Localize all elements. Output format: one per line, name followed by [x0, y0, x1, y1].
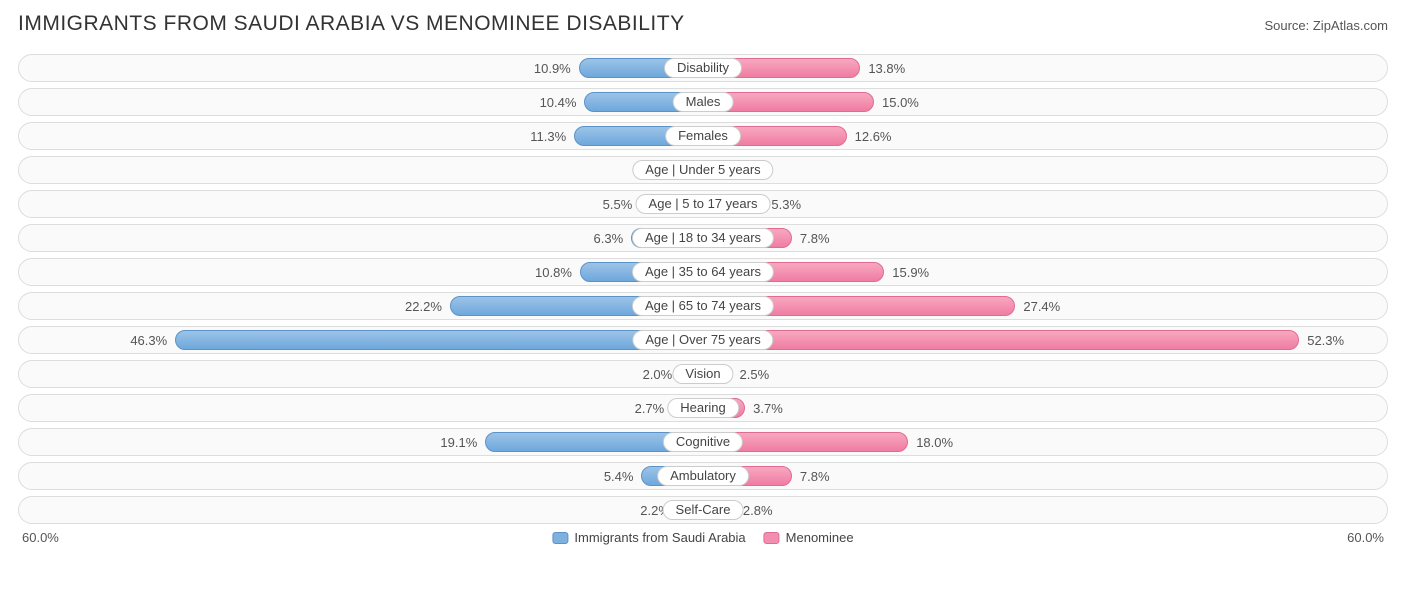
- chart-row: 2.7% 3.7% Hearing: [18, 394, 1388, 422]
- legend: Immigrants from Saudi Arabia Menominee: [552, 530, 853, 545]
- chart-row: 22.2% 27.4% Age | 65 to 74 years: [18, 292, 1388, 320]
- value-label-right: 7.8%: [800, 225, 830, 253]
- axis-legend-row: 60.0% Immigrants from Saudi Arabia Menom…: [18, 530, 1388, 554]
- legend-label-left: Immigrants from Saudi Arabia: [574, 530, 745, 545]
- value-label-left: 10.8%: [535, 259, 572, 287]
- value-label-right: 18.0%: [916, 429, 953, 457]
- chart-row: 19.1% 18.0% Cognitive: [18, 428, 1388, 456]
- value-label-right: 15.0%: [882, 89, 919, 117]
- axis-max-left: 60.0%: [22, 530, 59, 545]
- category-label: Age | 35 to 64 years: [632, 262, 774, 282]
- value-label-left: 2.7%: [635, 395, 665, 423]
- value-label-right: 7.8%: [800, 463, 830, 491]
- value-label-right: 27.4%: [1023, 293, 1060, 321]
- axis-max-right: 60.0%: [1347, 530, 1384, 545]
- value-label-right: 2.5%: [740, 361, 770, 389]
- value-label-left: 46.3%: [130, 327, 167, 355]
- value-label-right: 3.7%: [753, 395, 783, 423]
- diverging-bar-chart: 10.9% 13.8% Disability 10.4% 15.0% Males 11.3%…: [18, 54, 1388, 524]
- value-label-left: 6.3%: [594, 225, 624, 253]
- value-label-left: 5.5%: [603, 191, 633, 219]
- bar-right: [703, 330, 1299, 350]
- category-label: Males: [673, 92, 734, 112]
- value-label-right: 2.8%: [743, 497, 773, 525]
- chart-row: 10.8% 15.9% Age | 35 to 64 years: [18, 258, 1388, 286]
- chart-row: 10.4% 15.0% Males: [18, 88, 1388, 116]
- chart-row: 5.5% 5.3%Age | 5 to 17 years: [18, 190, 1388, 218]
- value-label-right: 5.3%: [771, 191, 801, 219]
- value-label-right: 13.8%: [868, 55, 905, 83]
- legend-label-right: Menominee: [786, 530, 854, 545]
- value-label-left: 5.4%: [604, 463, 634, 491]
- chart-row: 2.0% 2.5% Vision: [18, 360, 1388, 388]
- category-label: Females: [665, 126, 741, 146]
- category-label: Hearing: [667, 398, 739, 418]
- chart-row: 5.4% 7.8% Ambulatory: [18, 462, 1388, 490]
- value-label-left: 11.3%: [530, 123, 566, 151]
- bar-left: [175, 330, 703, 350]
- legend-swatch-left: [552, 532, 568, 544]
- chart-row: 1.2%2.3%Age | Under 5 years: [18, 156, 1388, 184]
- category-label: Vision: [672, 364, 733, 384]
- category-label: Self-Care: [663, 500, 744, 520]
- category-label: Age | Over 75 years: [632, 330, 773, 350]
- category-label: Age | Under 5 years: [632, 160, 773, 180]
- category-label: Disability: [664, 58, 742, 78]
- chart-row: 46.3% 52.3% Age | Over 75 years: [18, 326, 1388, 354]
- legend-swatch-right: [764, 532, 780, 544]
- category-label: Age | 65 to 74 years: [632, 296, 774, 316]
- chart-title: IMMIGRANTS FROM SAUDI ARABIA VS MENOMINE…: [18, 12, 685, 36]
- value-label-right: 52.3%: [1307, 327, 1344, 355]
- value-label-left: 19.1%: [440, 429, 477, 457]
- chart-row: 11.3% 12.6% Females: [18, 122, 1388, 150]
- chart-row: 10.9% 13.8% Disability: [18, 54, 1388, 82]
- value-label-right: 15.9%: [892, 259, 929, 287]
- chart-row: 2.2%2.8%Self-Care: [18, 496, 1388, 524]
- category-label: Ambulatory: [657, 466, 749, 486]
- value-label-left: 2.0%: [643, 361, 673, 389]
- value-label-left: 10.9%: [534, 55, 571, 83]
- category-label: Cognitive: [663, 432, 743, 452]
- value-label-right: 12.6%: [855, 123, 892, 151]
- value-label-left: 22.2%: [405, 293, 442, 321]
- category-label: Age | 5 to 17 years: [636, 194, 771, 214]
- category-label: Age | 18 to 34 years: [632, 228, 774, 248]
- chart-row: 6.3% 7.8% Age | 18 to 34 years: [18, 224, 1388, 252]
- legend-item-right: Menominee: [764, 530, 854, 545]
- source-attribution: Source: ZipAtlas.com: [1264, 18, 1388, 33]
- value-label-left: 10.4%: [540, 89, 577, 117]
- legend-item-left: Immigrants from Saudi Arabia: [552, 530, 745, 545]
